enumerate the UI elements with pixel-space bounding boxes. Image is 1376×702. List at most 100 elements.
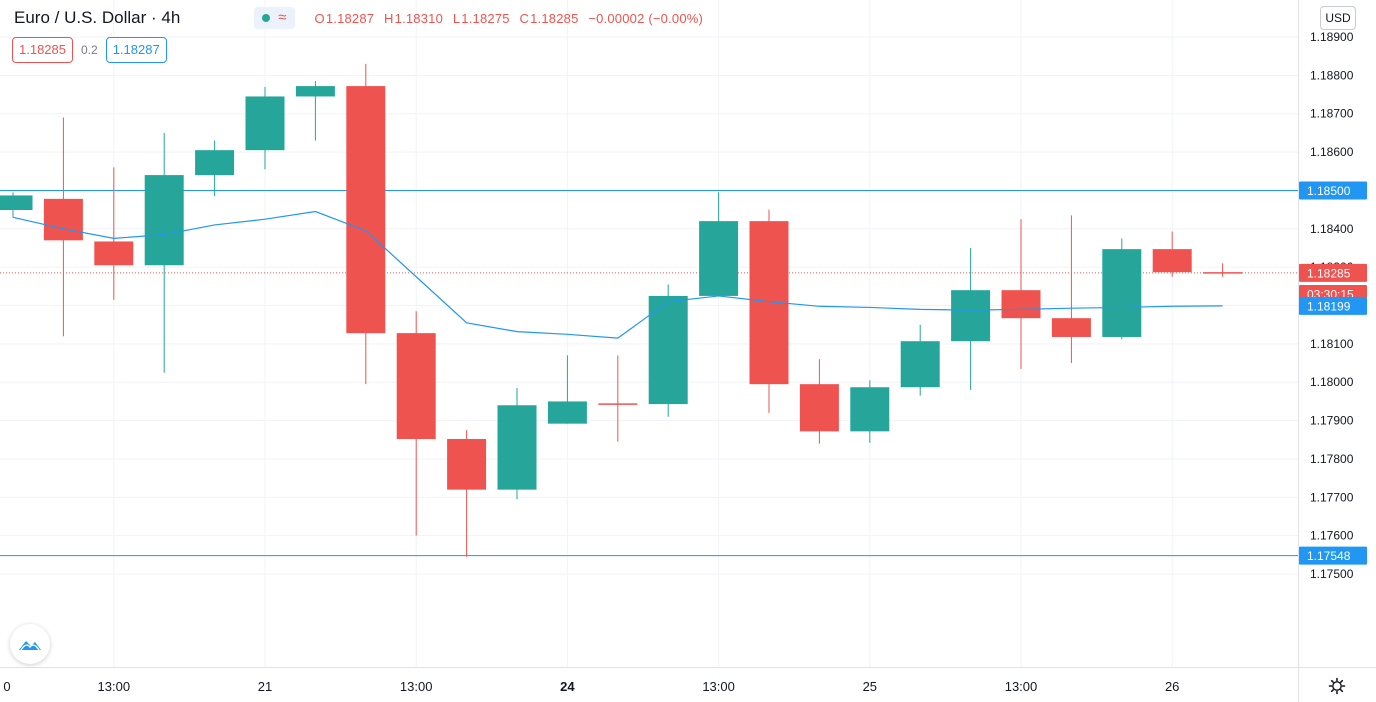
y-tick-label: 1.17800	[1310, 452, 1354, 466]
y-tick-label: 1.17900	[1310, 414, 1354, 428]
x-tick-label: 26	[1165, 679, 1179, 694]
candle-body	[850, 387, 890, 432]
candle	[749, 209, 789, 413]
candle-body	[497, 405, 537, 490]
sell-button[interactable]: 1.18285	[12, 37, 73, 63]
candle-body	[547, 401, 587, 424]
y-tick-label: 1.18700	[1310, 107, 1354, 121]
high-label: H	[384, 10, 394, 26]
low-label: L	[452, 10, 461, 26]
x-tick-label: 13:00	[98, 679, 131, 694]
candle-body	[94, 241, 134, 266]
candle-body	[0, 195, 33, 211]
candle	[245, 86, 285, 170]
gear-glyph	[1328, 677, 1346, 695]
x-tick-label: 0	[3, 679, 10, 694]
price-label: 1.18285	[1299, 263, 1367, 282]
market-status[interactable]: ≈	[254, 7, 295, 29]
ohlc-values: O1.18287 H1.18310 L1.18275 C1.18285 −0.0…	[315, 11, 710, 26]
symbol-title[interactable]: Euro / U.S. Dollar · 4h	[14, 8, 181, 27]
currency-selector[interactable]: USD	[1320, 6, 1356, 30]
y-tick-label: 1.18600	[1310, 145, 1354, 159]
candle-body	[346, 86, 386, 334]
gear-icon[interactable]	[1326, 675, 1348, 697]
price-label-bg	[1299, 181, 1367, 200]
x-tick-label: 13:00	[400, 679, 433, 694]
candle-body	[396, 333, 436, 440]
candle	[43, 117, 83, 337]
price-label-text: 1.18199	[1307, 299, 1351, 313]
candle	[0, 192, 33, 218]
open-label: O	[314, 10, 325, 26]
y-tick-label: 1.18800	[1310, 68, 1354, 82]
open-value: 1.18287	[325, 10, 375, 26]
x-tick-label: 13:00	[1005, 679, 1038, 694]
change-value: −0.00002 (−0.00%)	[588, 10, 704, 26]
y-tick-label: 1.18400	[1310, 222, 1354, 236]
candle-body	[1102, 249, 1142, 337]
candle	[799, 359, 839, 444]
moving-average-line	[12, 210, 1223, 339]
price-label-text: 1.18500	[1307, 184, 1351, 198]
quote-panel: 1.18285 0.2 1.18287	[12, 37, 167, 63]
close-value: 1.18285	[530, 10, 579, 26]
y-tick-label: 1.17500	[1310, 567, 1354, 581]
y-tick-label: 1.17600	[1310, 529, 1354, 543]
y-tick-label: 1.18000	[1310, 375, 1354, 389]
candle-body	[900, 341, 940, 388]
candle-body	[1001, 290, 1041, 319]
market-open-dot-icon	[262, 14, 271, 22]
candle	[1001, 219, 1041, 369]
candle-body	[447, 439, 487, 490]
high-value: 1.18310	[394, 10, 444, 26]
x-tick-label: 25	[863, 679, 877, 694]
candle	[850, 380, 890, 443]
candle	[648, 284, 688, 417]
candle	[295, 81, 335, 141]
price-label-bg	[1299, 546, 1367, 565]
price-label-bg	[1299, 296, 1367, 315]
y-tick-label: 1.17700	[1310, 490, 1354, 504]
buy-button[interactable]: 1.18287	[105, 37, 167, 63]
candle	[497, 387, 537, 500]
y-tick-label: 1.18900	[1310, 30, 1354, 44]
candle-body	[648, 295, 688, 405]
horizontal-levels[interactable]	[0, 189, 1298, 557]
candle	[547, 355, 587, 424]
y-tick-label: 1.18100	[1310, 337, 1354, 351]
candle-body	[951, 290, 991, 342]
price-label: 1.18199	[1299, 296, 1367, 315]
tradingview-logo-icon[interactable]	[10, 624, 50, 664]
candle-body	[699, 221, 739, 296]
candle	[1203, 263, 1243, 277]
candle-body	[598, 403, 638, 405]
candle	[447, 430, 487, 557]
x-tick-label: 24	[560, 679, 575, 694]
x-tick-label: 13:00	[702, 679, 735, 694]
candle-body	[295, 86, 335, 97]
candle-body	[43, 198, 83, 241]
data-delay-wave-icon: ≈	[278, 9, 287, 26]
candle	[94, 167, 134, 300]
candle	[900, 324, 940, 396]
moving-average-series	[12, 210, 1223, 339]
candlestick-series	[0, 63, 1243, 557]
candle-body	[245, 96, 285, 151]
candle-body	[195, 150, 235, 176]
candle	[1051, 215, 1091, 364]
x-tick-label: 21	[258, 679, 272, 694]
candle	[144, 132, 184, 373]
candle	[1152, 231, 1192, 277]
candle	[195, 140, 235, 197]
price-label: 1.17548	[1299, 546, 1367, 565]
spread-value: 0.2	[81, 43, 98, 57]
candle-body	[799, 384, 839, 432]
price-label-bg	[1299, 263, 1367, 282]
logo-glyph	[19, 641, 41, 651]
close-label: C	[519, 10, 530, 26]
price-label: 1.18500	[1299, 181, 1367, 200]
price-label-text: 1.18285	[1307, 266, 1351, 280]
